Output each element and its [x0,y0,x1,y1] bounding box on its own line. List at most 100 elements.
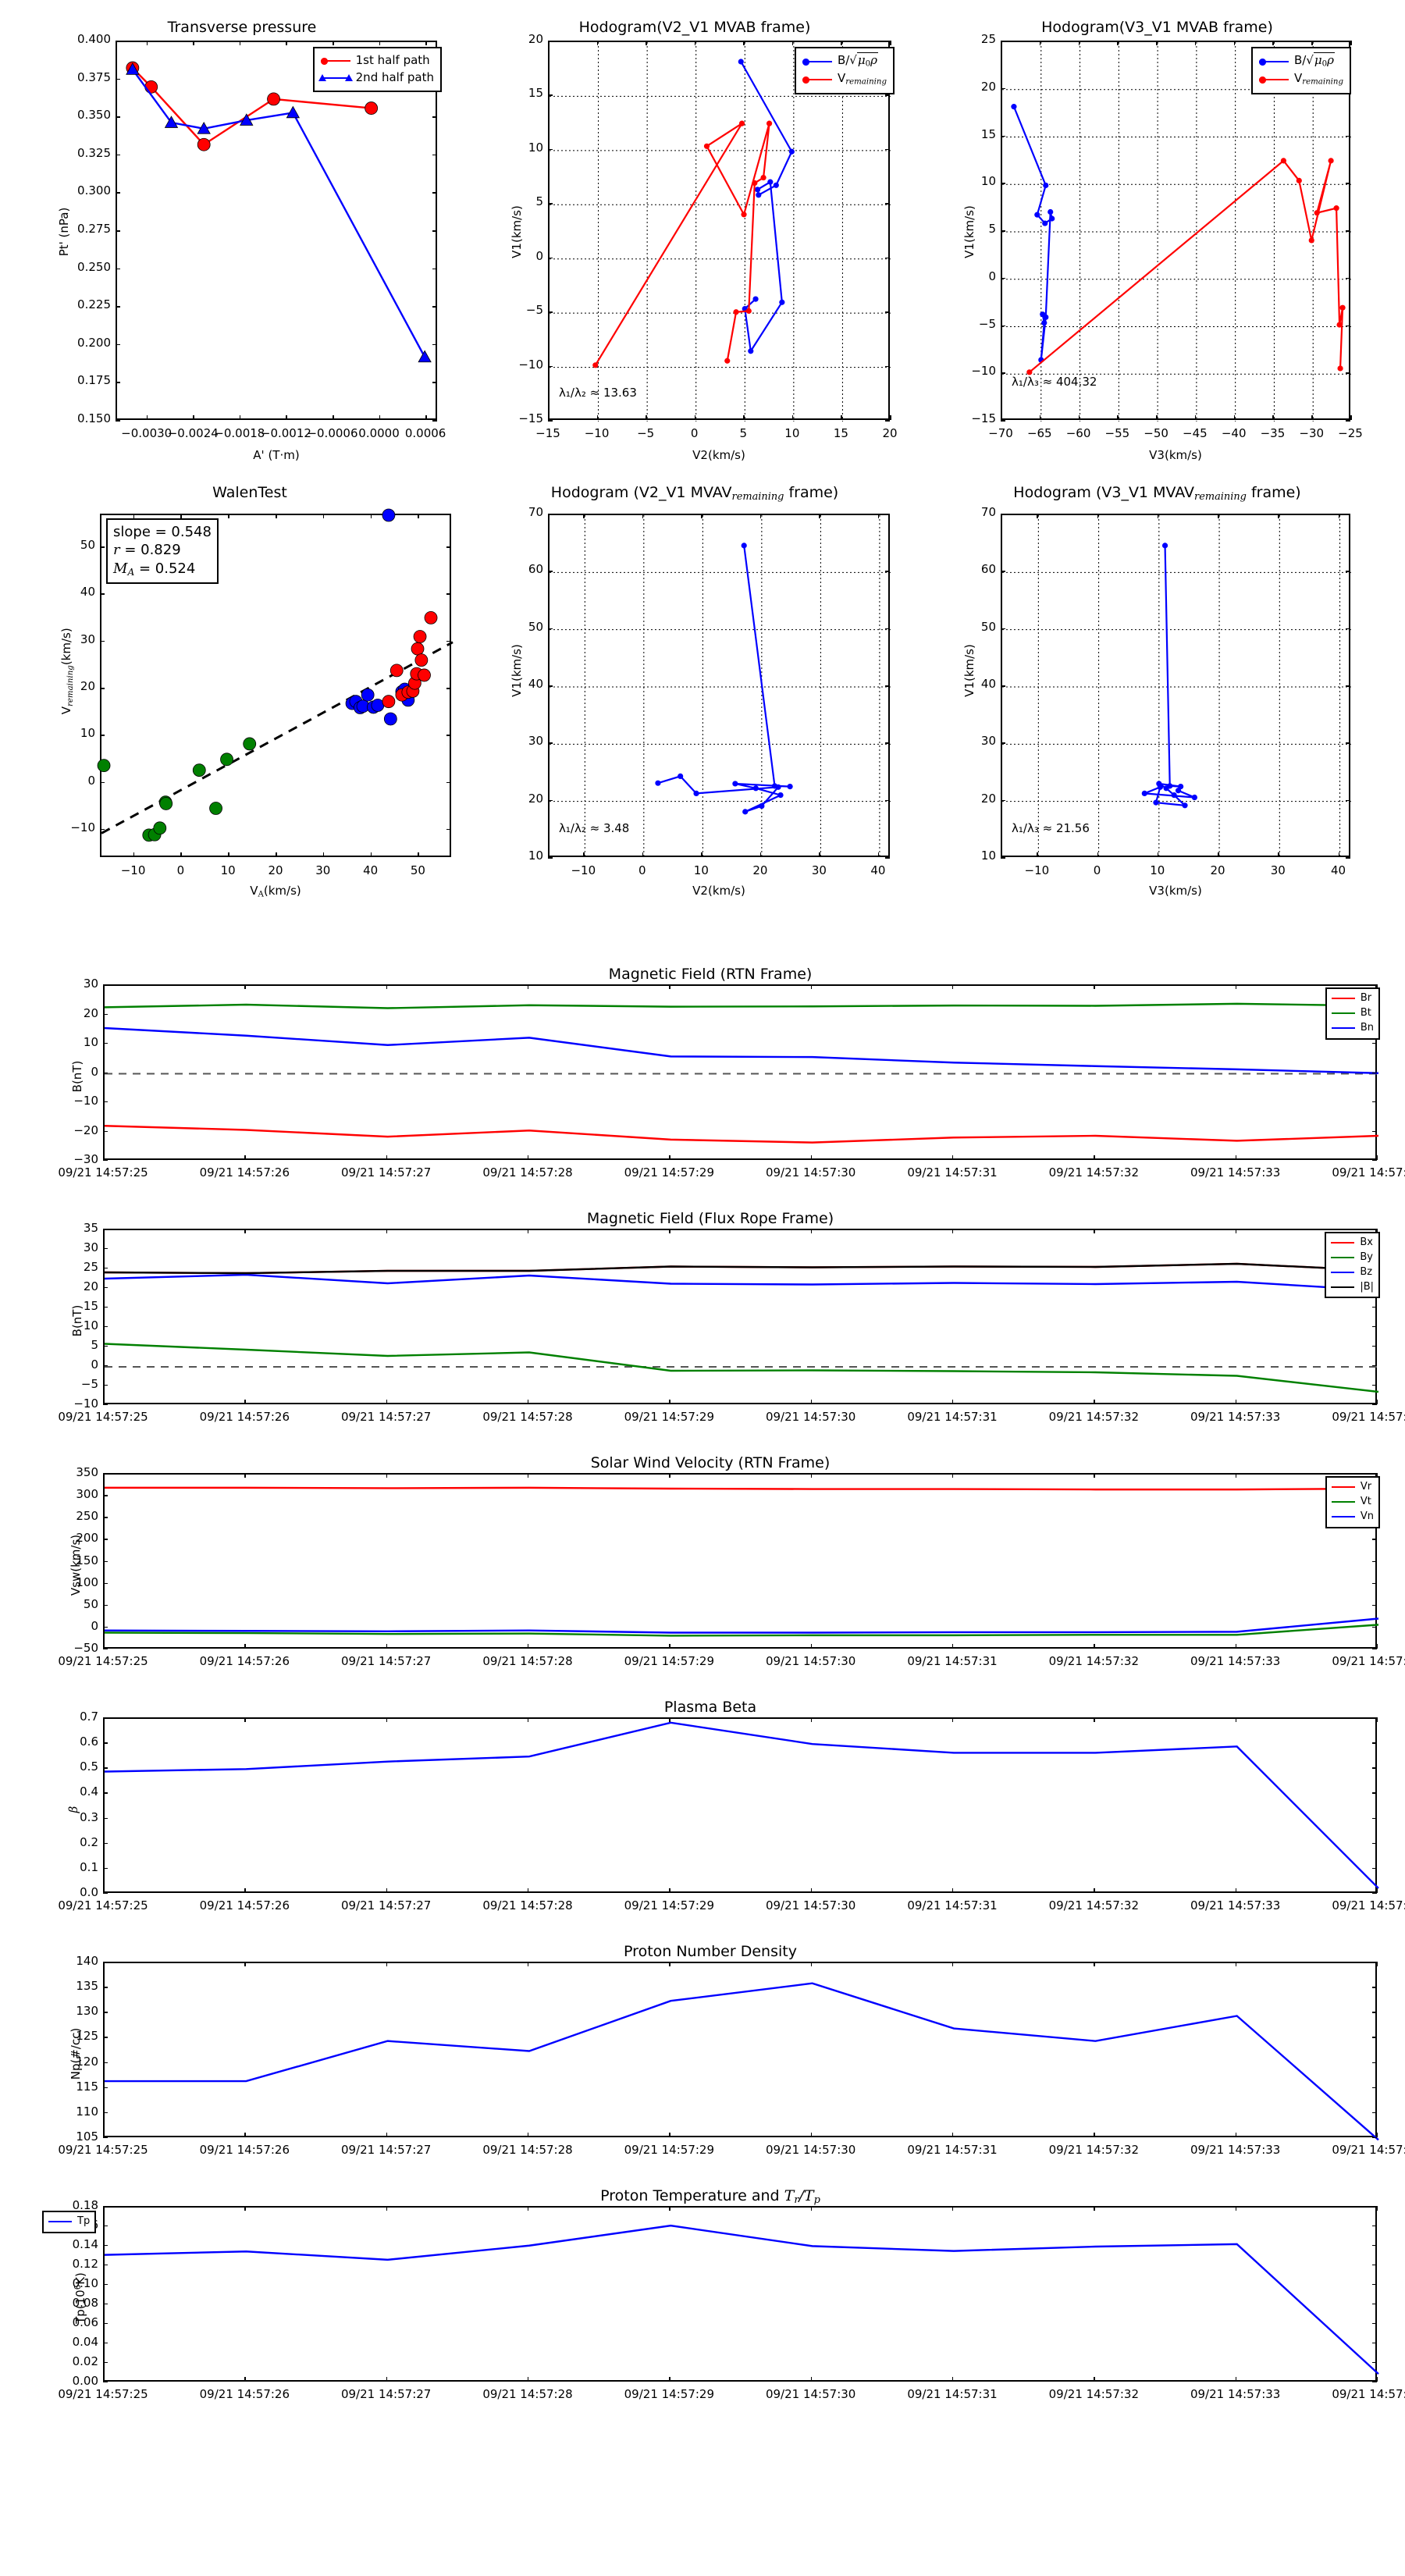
axis-tick [100,735,105,736]
axis-tick [1278,852,1279,857]
axis-tick [885,41,890,42]
stat-r: r = 0.829 [113,542,181,559]
axis-tick [1097,852,1099,857]
legend-item-2nd-half: 2nd half path [318,69,434,87]
axis-tick-label: 09/21 14:57:29 [624,1165,715,1179]
axis-tick-label: 110 [76,2104,98,2119]
axis-tick-label: 10 [83,1035,98,1049]
x-axis-label: VA(km/s) [250,884,301,899]
axis-tick-label: −5 [525,303,543,318]
axis-tick [1194,415,1197,420]
axis-tick [116,192,120,194]
axis-tick [548,571,553,572]
axis-tick [432,382,437,383]
axis-tick [810,1473,813,1478]
legend-label: Br [1360,992,1372,1004]
axis-tick-label: 09/21 14:57:30 [765,1654,856,1668]
axis-tick-label: −50 [1144,426,1168,440]
panel-title: Hodogram(V2_V1 MVAB frame) [578,19,811,36]
axis-tick [103,1155,105,1160]
axis-tick-label: 20 [752,863,768,877]
axis-tick-label: 09/21 14:57:27 [340,1654,432,1668]
axis-tick-label: 09/21 14:57:25 [58,2387,148,2401]
axis-tick [103,1400,105,1404]
axis-tick-label: 0.5 [80,1759,98,1774]
axis-tick [701,852,702,857]
axis-tick [1346,325,1350,327]
panel-magnetic-field-fluxrope: Magnetic Field (Flux Rope Frame) B(nT) B… [31,1208,1405,1450]
axis-tick [1001,372,1005,374]
panel-plasma-beta: Plasma Beta β 0.0 0.1 0.2 0.3 0.4 0.5 0.6 0.7 09… [31,1697,1405,1939]
stat-ma: MA = 0.524 [113,560,196,578]
axis-tick [103,1893,108,1895]
axis-tick-label: 0.275 [77,222,111,236]
axis-tick [244,1400,246,1404]
plot-svg [104,1721,1379,1889]
axis-tick [103,2062,108,2063]
axis-tick-label: 0.175 [77,373,111,388]
plot-area [103,1473,1379,1649]
axis-tick [103,1160,108,1162]
legend-label: |B| [1360,1280,1374,1293]
axis-tick [1078,415,1080,420]
axis-tick [1377,2206,1378,2211]
axis-tick [1001,325,1005,327]
axis-tick-label: 09/21 14:57:31 [907,1898,998,1912]
axis-tick [370,852,372,857]
axis-tick [1194,41,1197,45]
axis-tick [244,1229,246,1233]
axis-tick-label: 09/21 14:57:26 [199,1898,290,1912]
axis-tick [228,514,229,518]
axis-tick [116,41,120,42]
axis-tick [841,41,843,45]
axis-tick-label: 100 [76,1574,98,1589]
legend-item-vremaining: Vremaining [1258,70,1343,88]
axis-tick [103,1346,108,1347]
axis-tick-label: 0 [1093,863,1101,877]
axis-tick-label: −10 [70,820,95,834]
axis-tick [244,984,246,989]
legend-line-green [1331,1257,1355,1259]
axis-tick [244,2206,246,2211]
axis-tick [1001,742,1005,744]
axis-tick-label: 09/21 14:57:31 [907,2387,998,2401]
axis-tick [446,688,451,689]
axis-tick [1346,183,1350,184]
axis-tick-label: 40 [363,863,379,877]
axis-tick [583,852,585,857]
axis-tick [548,420,553,422]
axis-tick [446,735,451,736]
axis-tick-label: 0 [988,269,996,283]
axis-tick-label: 60 [980,562,996,577]
plot-svg [1002,42,1352,422]
axis-tick-label: 09/21 14:57:34 [1332,2387,1405,2401]
axis-tick [1372,1385,1377,1386]
axis-tick [446,640,451,642]
axis-tick [1372,1717,1377,1719]
axis-tick-label: 09/21 14:57:28 [482,2387,573,2401]
axis-tick-label: 09/21 14:57:25 [58,1654,148,1668]
axis-tick [116,154,120,156]
axis-tick [669,1229,670,1233]
axis-tick [432,41,437,42]
axis-tick [1346,372,1350,374]
axis-tick [116,343,120,346]
axis-tick [103,2133,105,2137]
plot-area [103,1717,1379,1893]
axis-tick [103,1560,108,1562]
axis-tick [1001,799,1005,802]
axis-tick-label: 09/21 14:57:30 [765,1165,856,1179]
axis-tick [146,41,148,45]
axis-tick [669,1400,670,1404]
axis-tick [1372,2245,1377,2247]
plot-svg [104,1486,1379,1637]
axis-tick [548,41,550,45]
axis-tick-label: 0 [91,1064,98,1079]
axis-tick-label: 10 [83,1318,98,1332]
axis-tick-label: 0 [91,1618,98,1633]
axis-tick-label: −0.0030 [121,426,173,440]
axis-tick [103,2206,108,2208]
legend-label: B/√μ0ρ [1293,52,1335,69]
panel-solar-wind-velocity: Solar Wind Velocity (RTN Frame) Vsw(km/s… [31,1453,1405,1695]
legend-line-black [1331,1286,1355,1288]
